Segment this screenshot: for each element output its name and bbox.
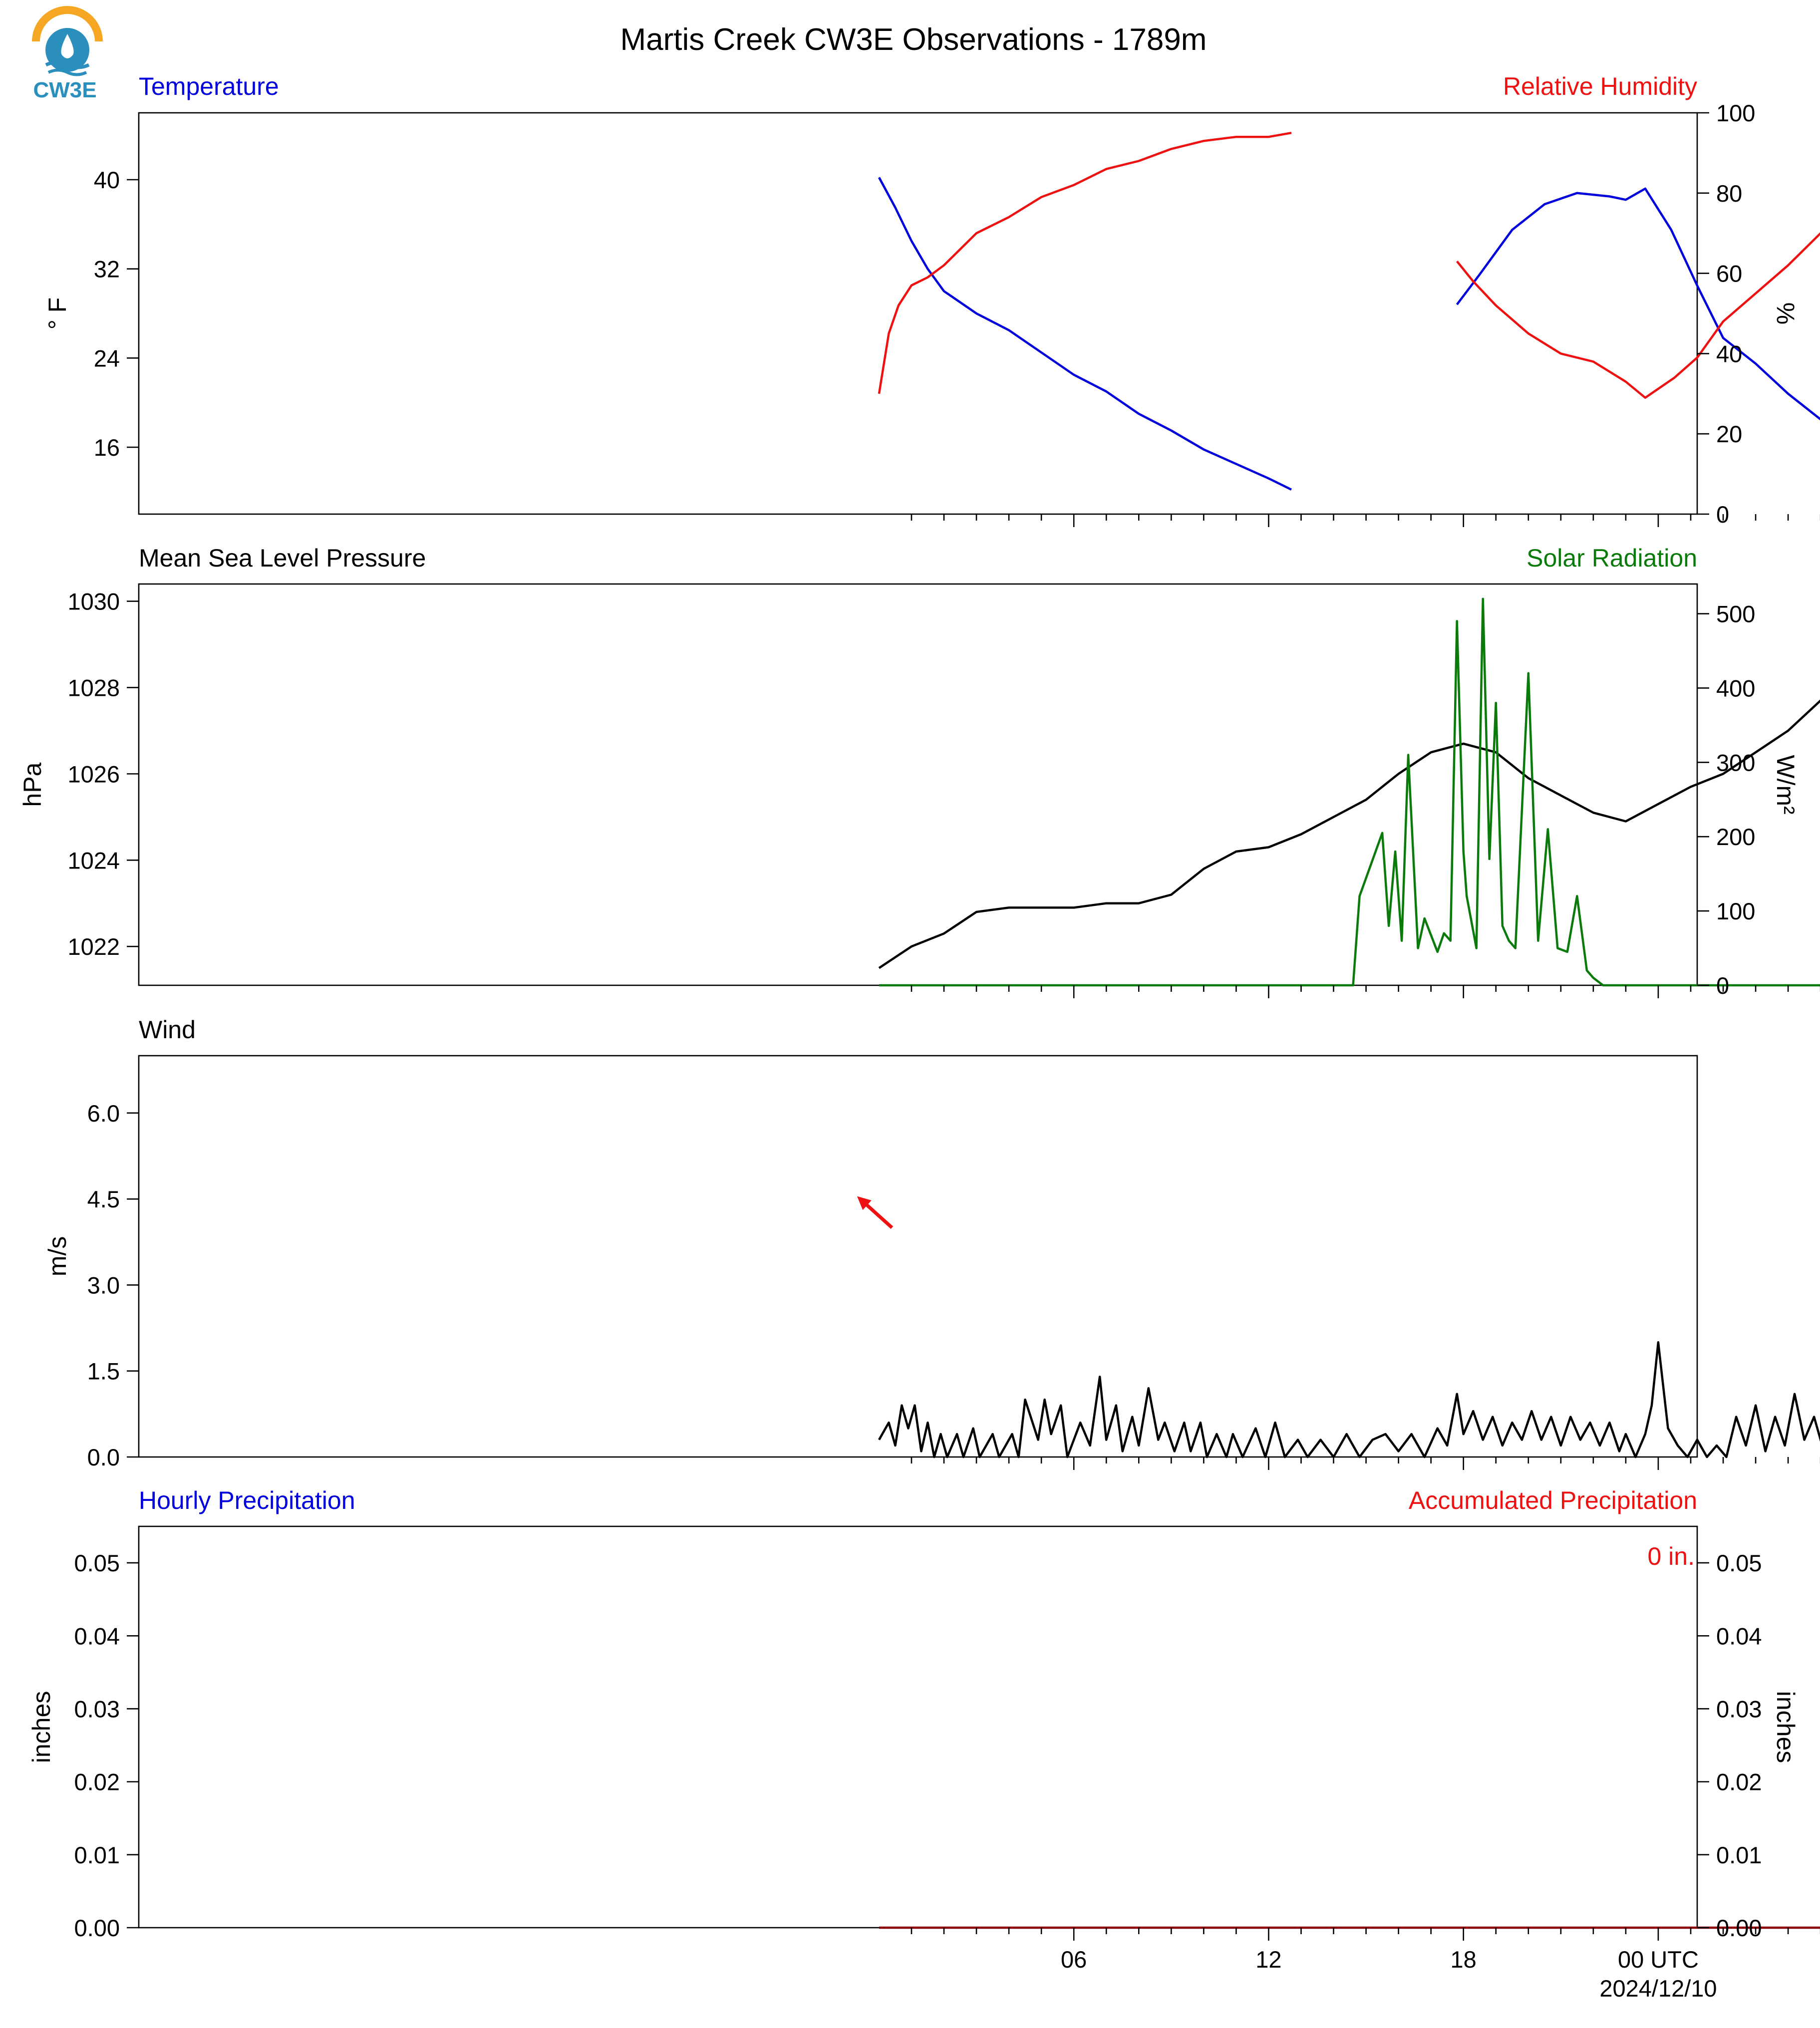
series-line bbox=[878, 1341, 1820, 1458]
y-left-tick-label: 1.5 bbox=[87, 1358, 120, 1385]
y-right-tick-label: 100 bbox=[1716, 100, 1755, 126]
series-line bbox=[878, 131, 1292, 394]
y-left-tick-label: 3.0 bbox=[87, 1272, 120, 1298]
y-left-tick-label: 0.04 bbox=[74, 1623, 120, 1649]
x-tick-label: 00 UTC bbox=[1618, 1946, 1699, 1973]
solar-axis-label: W/m² bbox=[1772, 755, 1800, 814]
precip-plot-frame bbox=[138, 1525, 1698, 1929]
x-tick-label: 06 bbox=[1061, 1946, 1087, 1973]
y-left-tick-label: 1024 bbox=[67, 847, 120, 873]
p3-yticks-left: 0.00 0.01 0.02 0.03 0.04 0.05 bbox=[74, 1550, 139, 1941]
p1-yticks-left: 1022 1024 1026 1028 1030 bbox=[67, 588, 139, 960]
wind-plot-frame bbox=[138, 1055, 1698, 1458]
pressure-title: Mean Sea Level Pressure bbox=[139, 544, 426, 572]
series-line bbox=[1456, 232, 1820, 399]
y-right-tick-label: 500 bbox=[1716, 601, 1755, 627]
p2-arrows bbox=[857, 1196, 894, 1229]
hourly-precip-title: Hourly Precipitation bbox=[139, 1486, 355, 1514]
temperature-plot-frame bbox=[138, 112, 1698, 515]
wind-direction-arrow bbox=[857, 1196, 894, 1229]
y-right-tick-label: 0.01 bbox=[1716, 1842, 1762, 1868]
y-left-tick-label: 24 bbox=[94, 345, 120, 371]
y-left-tick-label: 4.5 bbox=[87, 1186, 120, 1212]
y-left-tick-label: 0.00 bbox=[74, 1915, 120, 1941]
pressure-axis-label: hPa bbox=[18, 762, 46, 807]
y-right-tick-label: 0.02 bbox=[1716, 1769, 1762, 1795]
y-left-tick-label: 1030 bbox=[67, 588, 120, 615]
y-right-tick-label: 20 bbox=[1716, 421, 1742, 447]
series-line bbox=[878, 177, 1292, 491]
series-line bbox=[879, 597, 1820, 987]
p2-yticks-left: 0.0 1.5 3.0 4.5 6.0 bbox=[87, 1100, 139, 1470]
y-left-tick-label: 32 bbox=[94, 256, 120, 283]
wind-title: Wind bbox=[139, 1016, 196, 1044]
y-left-tick-label: 6.0 bbox=[87, 1100, 120, 1127]
y-right-tick-label: 0.03 bbox=[1716, 1696, 1762, 1722]
y-right-tick-label: 60 bbox=[1716, 261, 1742, 287]
temperature-axis-label: ° F bbox=[43, 297, 71, 329]
x-date-label: 2024/12/10 bbox=[1599, 1975, 1717, 2002]
p3-yticks-right: 0.000.010.020.030.040.05 bbox=[1697, 1550, 1762, 1941]
y-left-tick-label: 0.03 bbox=[74, 1696, 120, 1722]
p2-series bbox=[878, 1341, 1820, 1458]
y-left-tick-label: 0.0 bbox=[87, 1444, 120, 1470]
p1-series bbox=[878, 597, 1820, 987]
series-line bbox=[878, 699, 1820, 969]
x-tick-label: 12 bbox=[1255, 1946, 1281, 1973]
accumulated-total-label: 0 in. bbox=[1647, 1542, 1695, 1570]
relative-humidity-title: Relative Humidity bbox=[1503, 72, 1697, 100]
y-right-tick-label: 400 bbox=[1716, 675, 1755, 701]
y-right-tick-label: 300 bbox=[1716, 749, 1755, 776]
y-right-tick-label: 40 bbox=[1716, 340, 1742, 367]
y-left-tick-label: 0.01 bbox=[74, 1842, 120, 1868]
y-right-tick-label: 0.05 bbox=[1716, 1550, 1762, 1576]
p0-yticks-left: 16 24 32 40 bbox=[94, 167, 139, 461]
y-left-tick-label: 16 bbox=[94, 434, 120, 461]
accumulated-precip-title: Accumulated Precipitation bbox=[1409, 1486, 1697, 1514]
pressure-plot-frame bbox=[138, 583, 1698, 986]
y-left-tick-label: 40 bbox=[94, 167, 120, 193]
p0-series bbox=[878, 131, 1820, 491]
p0-xticks bbox=[910, 514, 1820, 527]
logo-text: CW3E bbox=[33, 78, 96, 102]
x-tick-label: 18 bbox=[1451, 1946, 1477, 1973]
accumulated-precip-axis-label: inches bbox=[1772, 1691, 1800, 1763]
chart-title: Martis Creek CW3E Observations - 1789m bbox=[620, 22, 1207, 57]
wind-panel: Wind 0.0 1.5 3.0 4.5 6.0 m/s bbox=[43, 1016, 1820, 1470]
temperature-title: Temperature bbox=[139, 72, 279, 100]
wind-axis-label: m/s bbox=[43, 1236, 71, 1277]
y-left-tick-label: 1026 bbox=[67, 761, 120, 787]
p2-xticks bbox=[910, 1457, 1820, 1470]
y-right-tick-label: 200 bbox=[1716, 824, 1755, 850]
y-left-tick-label: 1022 bbox=[67, 933, 120, 960]
y-left-tick-label: 0.05 bbox=[74, 1550, 120, 1576]
pressure-solar-panel: Mean Sea Level Pressure Solar Radiation … bbox=[18, 544, 1820, 999]
y-left-tick-label: 1028 bbox=[67, 674, 120, 701]
hourly-precip-axis-label: inches bbox=[27, 1691, 55, 1763]
series-line bbox=[1456, 187, 1820, 421]
y-right-tick-label: 100 bbox=[1716, 898, 1755, 924]
precipitation-panel: Hourly Precipitation Accumulated Precipi… bbox=[27, 1486, 1820, 2002]
y-right-tick-label: 0.04 bbox=[1716, 1623, 1762, 1649]
y-right-tick-label: 80 bbox=[1716, 180, 1742, 207]
water-drop-logo-icon bbox=[32, 6, 103, 76]
p1-xticks bbox=[910, 985, 1820, 998]
y-left-tick-label: 0.02 bbox=[74, 1769, 120, 1795]
cw3e-logo: CW3E bbox=[32, 6, 103, 102]
humidity-axis-label: % bbox=[1772, 302, 1800, 324]
solar-radiation-title: Solar Radiation bbox=[1526, 544, 1697, 572]
